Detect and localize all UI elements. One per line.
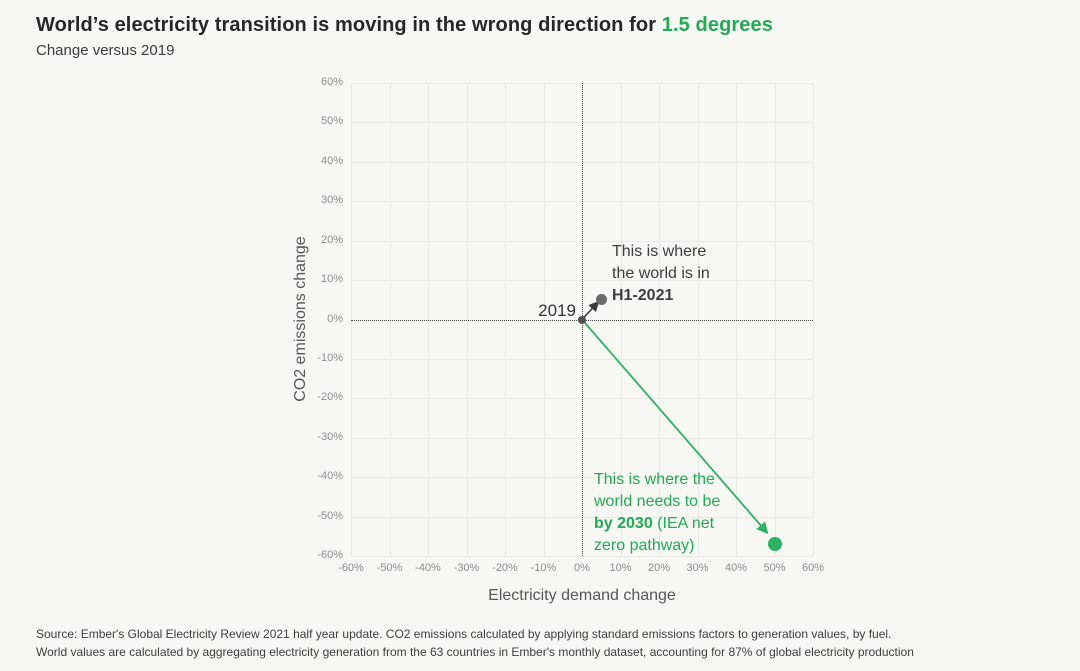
data-point-2019 [578, 315, 586, 324]
x-axis-title: Electricity demand change [488, 587, 676, 604]
y-tick-label: -30% [317, 430, 343, 443]
chart-title-highlight: 1.5 degrees [661, 14, 773, 36]
y-tick-label: 20% [320, 233, 343, 246]
x-tick-label: 10% [609, 562, 632, 574]
y-tick-label: -10% [317, 351, 343, 364]
x-tick-label: 40% [724, 562, 748, 574]
annotation-net-zero-line4: zero pathway) [594, 537, 695, 554]
chart-subtitle: Change versus 2019 [36, 42, 175, 59]
y-axis-title: CO2 emissions change [292, 236, 309, 402]
y-tick-label: 60% [320, 76, 343, 88]
y-tick-label: -50% [317, 509, 343, 522]
y-tick-label: 0% [327, 312, 343, 325]
arrow-to-net-zero [581, 318, 769, 535]
annotation-h1-2021-line1: This is where [612, 243, 707, 260]
x-tick-label: 60% [801, 562, 825, 574]
source-line-1: Source: Ember's Global Electricity Revie… [36, 627, 892, 641]
x-tick-label: -30% [453, 562, 480, 574]
x-tick-label: -10% [530, 562, 557, 574]
y-tick-label: 40% [320, 154, 343, 167]
x-tick-label: 20% [647, 562, 671, 574]
chart-title-text: World’s electricity transition is moving… [36, 14, 662, 36]
source-note: Source: Ember's Global Electricity Revie… [36, 625, 914, 661]
gridline-vertical [813, 83, 814, 556]
x-tick-label: 0% [574, 562, 590, 574]
gridline-horizontal [351, 556, 813, 557]
source-line-2: World values are calculated by aggregati… [36, 645, 914, 659]
annotation-net-zero-line3-rest: (IEA net [652, 515, 715, 532]
annotation-h1-2021: This is where the world is in H1-2021 [612, 241, 710, 307]
chart-title: World’s electricity transition is moving… [36, 14, 773, 37]
y-tick-label: 50% [320, 115, 343, 128]
data-point-H1-2021 [595, 294, 607, 306]
x-tick-label: -40% [415, 562, 441, 574]
y-tick-label: -20% [317, 391, 343, 404]
x-tick-label: 30% [686, 562, 709, 574]
plot-area: 2019 This is where the world is in H1-2021… [292, 76, 824, 604]
y-tick-label: 10% [320, 273, 343, 286]
y-tick-label: -40% [317, 470, 343, 483]
x-tick-label: -50% [376, 562, 403, 574]
data-point-2030-IEA-net-zero [767, 537, 782, 552]
annotation-net-zero: This is where the world needs to be by 203… [594, 469, 720, 557]
point-label-2019: 2019 [538, 301, 576, 320]
annotation-net-zero-line2: world needs to be [594, 493, 721, 510]
y-tick-label: 30% [320, 194, 343, 207]
x-tick-label: 50% [763, 562, 786, 574]
y-tick-label: -60% [317, 549, 343, 561]
annotation-h1-2021-bold: H1-2021 [612, 287, 674, 304]
x-tick-label: -20% [492, 562, 518, 574]
annotation-net-zero-line1: This is where the [594, 471, 715, 488]
annotation-net-zero-line3-bold: by 2030 [594, 515, 653, 532]
x-tick-label: -60% [338, 562, 364, 574]
annotation-h1-2021-line2: the world is in [612, 265, 710, 282]
